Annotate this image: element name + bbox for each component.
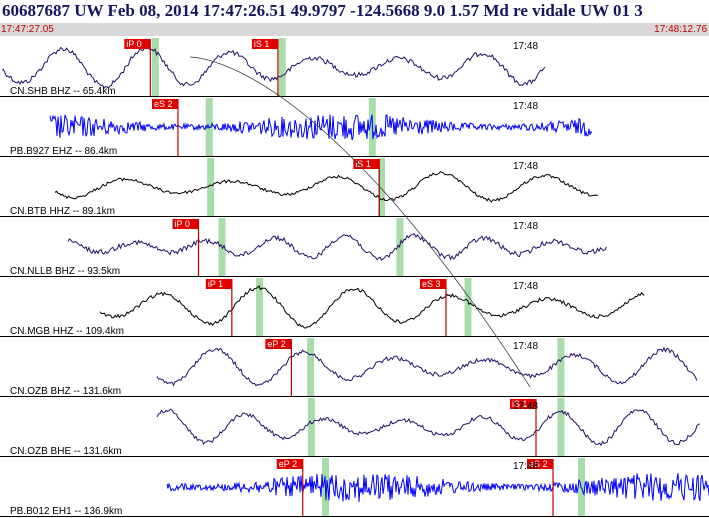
pick-label-box[interactable] <box>510 399 537 409</box>
pick-label-box[interactable] <box>353 159 380 169</box>
pick-band <box>557 398 565 456</box>
pick-label[interactable]: eP 2 <box>279 459 297 469</box>
pick-label-box[interactable] <box>527 459 554 469</box>
waveform-trace <box>166 473 709 502</box>
pick-label[interactable]: eS 3 <box>422 279 441 289</box>
pick-label[interactable]: iS 1 <box>512 399 528 409</box>
minute-mark-label: 17:48 <box>513 101 538 112</box>
minute-mark-label: 17:48 <box>513 221 538 232</box>
pick-band <box>256 278 264 336</box>
pick-band <box>557 338 565 396</box>
channel-label: CN.MGB HHZ -- 109.4km <box>10 326 124 337</box>
header-bar: 60687687 UW Feb 08, 2014 17:47:26.51 49.… <box>0 0 709 37</box>
window-end-time: 17:48:12.76 <box>654 24 707 35</box>
waveform-trace <box>99 285 645 329</box>
minute-mark-label: 17:48 <box>513 161 538 172</box>
channel-label: CN.NLLB BHZ -- 93.5km <box>10 266 120 277</box>
pick-label-box[interactable] <box>124 39 151 49</box>
pick-band <box>205 98 213 156</box>
pick-band <box>151 38 159 96</box>
channel-label: PB.B012 EH1 -- 136.9km <box>10 506 122 517</box>
pick-label-box[interactable] <box>265 339 292 349</box>
pick-label[interactable]: eP 2 <box>267 339 285 349</box>
pick-band <box>207 158 215 216</box>
time-axis-bar <box>0 23 709 36</box>
waveform-trace <box>156 408 701 447</box>
event-title: 60687687 UW Feb 08, 2014 17:47:26.51 49.… <box>2 1 643 20</box>
pick-label-box[interactable] <box>172 219 199 229</box>
pick-label-box[interactable] <box>419 279 446 289</box>
travel-time-curve <box>189 56 531 388</box>
minute-mark-label: 17:48 <box>513 341 538 352</box>
waveform-trace <box>156 346 698 387</box>
waveform-trace <box>49 114 593 141</box>
minute-mark-label: 17:48 <box>513 41 538 52</box>
pick-label[interactable]: iP 1 <box>208 279 223 289</box>
minute-mark-label: 17:48 <box>513 281 538 292</box>
pick-label[interactable]: iS 1 <box>355 159 371 169</box>
minute-mark-label: 17:48 <box>513 461 538 472</box>
channel-label: PB.B927 EHZ -- 86.4km <box>10 146 117 157</box>
waveform-trace <box>1 45 546 90</box>
pick-label-box[interactable] <box>276 459 303 469</box>
pick-label-box[interactable] <box>205 279 232 289</box>
channel-label: CN.BTB HHZ -- 89.1km <box>10 206 115 217</box>
pick-label[interactable]: iS 1 <box>254 39 270 49</box>
channel-label: CN.OZB BHZ -- 131.6km <box>10 386 121 397</box>
pick-label[interactable]: eS 2 <box>154 99 173 109</box>
pick-label-box[interactable] <box>151 99 178 109</box>
pick-band <box>307 338 315 396</box>
waveform-trace <box>54 170 598 203</box>
window-start-time: 17:47:27.05 <box>1 24 54 35</box>
minute-mark-label: 17:48 <box>513 401 538 412</box>
pick-label[interactable]: iP 0 <box>126 39 141 49</box>
pick-band <box>378 158 386 216</box>
channel-label: CN.SHB BHZ -- 65.4km <box>10 86 116 97</box>
pick-band <box>278 38 286 96</box>
pick-label[interactable]: iP 0 <box>175 219 190 229</box>
pick-band <box>577 458 585 516</box>
waveform-trace <box>67 233 607 261</box>
channel-label: CN.OZB BHE -- 131.6km <box>10 446 122 457</box>
pick-band <box>307 398 315 456</box>
pick-label-box[interactable] <box>251 39 278 49</box>
pick-band <box>464 278 472 336</box>
pick-label[interactable]: eS 2 <box>529 459 548 469</box>
